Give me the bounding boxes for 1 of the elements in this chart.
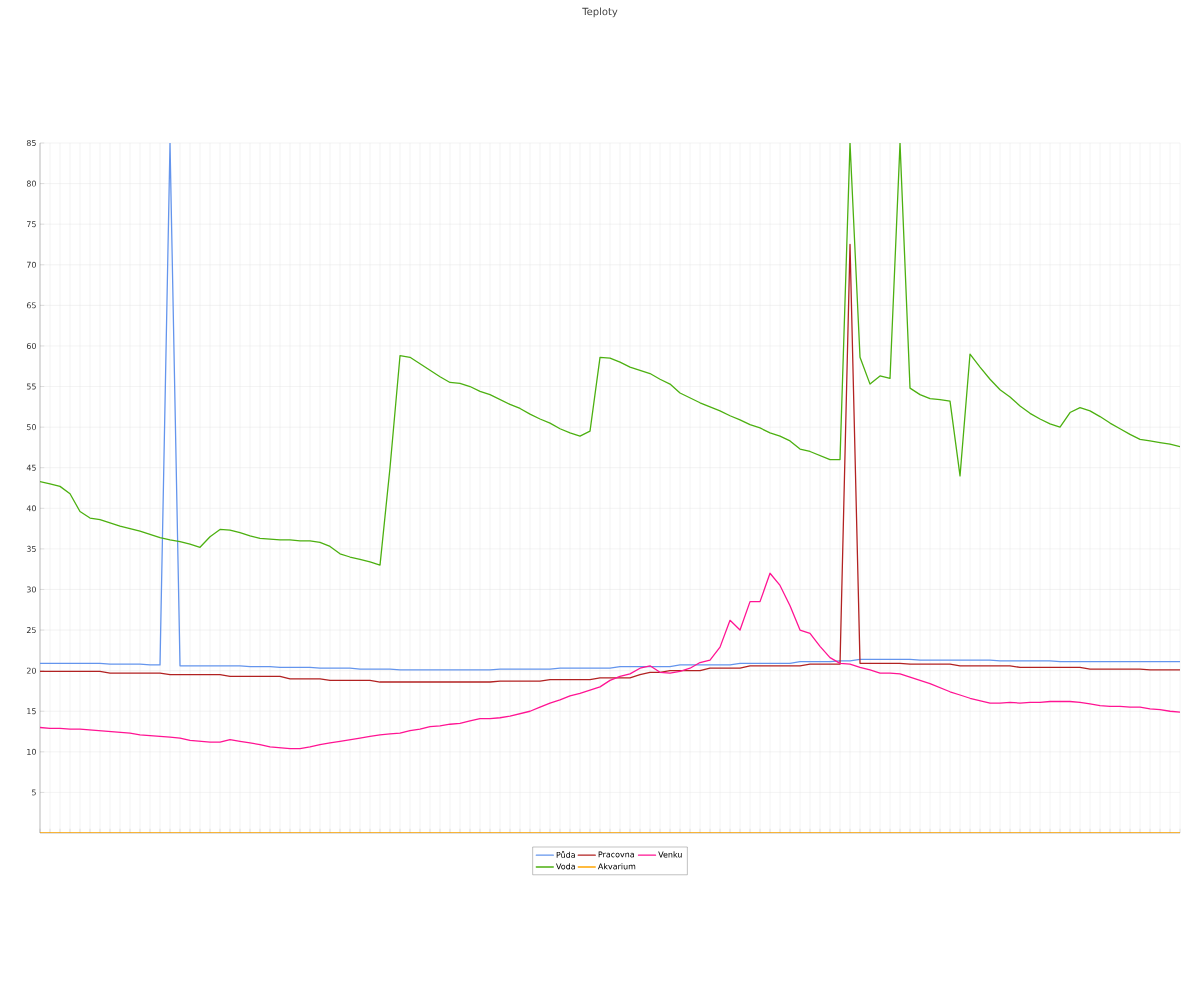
chart-title: Teploty <box>582 7 618 18</box>
